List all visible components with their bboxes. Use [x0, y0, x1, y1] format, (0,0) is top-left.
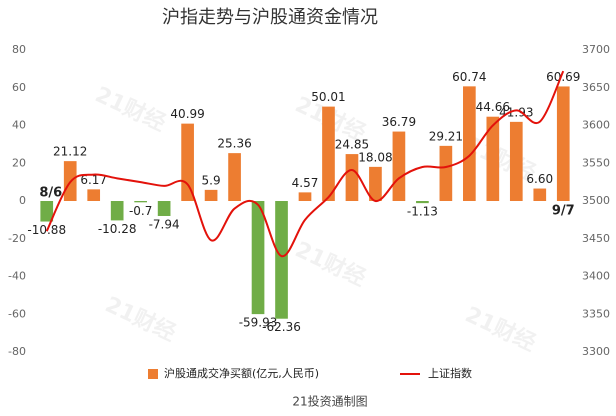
y-tick-label: 60	[12, 81, 26, 94]
y-tick-label: -20	[8, 232, 26, 245]
legend-label: 上证指数	[428, 366, 472, 380]
bar	[181, 123, 194, 201]
legend-label: 沪股通成交净买额(亿元,人民币)	[164, 366, 319, 380]
bar	[275, 201, 288, 319]
y-tick-label: 0	[19, 194, 26, 207]
data-label: 4.57	[292, 176, 319, 190]
y-tick-label: 20	[12, 156, 26, 169]
y2-tick-label: 3700	[582, 43, 610, 56]
bar	[298, 192, 312, 201]
bar	[110, 201, 124, 221]
bar	[369, 166, 382, 201]
data-label: 21.12	[53, 145, 87, 159]
bar	[509, 121, 523, 201]
y-tick-label: -80	[8, 345, 26, 358]
chart-title: 沪指走势与沪股通资金情况	[162, 7, 378, 28]
data-label: -59.93	[239, 316, 278, 330]
watermark: 21财经	[291, 237, 370, 292]
y-tick-label: -40	[8, 270, 26, 283]
bar	[87, 189, 101, 201]
x-tick-label: 8/6	[39, 186, 62, 201]
y2-tick-label: 3600	[582, 119, 610, 132]
index-line	[45, 70, 565, 258]
bar	[228, 153, 241, 201]
watermark: 21财经	[91, 82, 170, 137]
data-label: 18.08	[358, 150, 392, 164]
bar	[134, 201, 147, 203]
watermark: 21财经	[461, 302, 540, 357]
data-label: 40.99	[170, 107, 204, 121]
data-label: 36.79	[382, 115, 416, 129]
bar	[556, 86, 570, 201]
y2-tick-label: 3550	[582, 156, 610, 169]
bar	[40, 201, 54, 222]
bar	[533, 188, 547, 201]
bar	[345, 154, 359, 201]
data-label: -0.7	[129, 204, 152, 218]
y2-tick-label: 3350	[582, 307, 610, 320]
legend-swatch	[148, 369, 158, 379]
y2-tick-label: 3300	[582, 345, 610, 358]
x-tick-label: 9/7	[552, 204, 575, 219]
y2-tick-label: 3400	[582, 270, 610, 283]
data-label: 29.21	[429, 129, 463, 143]
bar	[463, 86, 476, 201]
bar	[392, 131, 406, 201]
y-tick-label: 40	[12, 119, 26, 132]
data-label: -1.13	[407, 205, 438, 219]
bar	[439, 145, 453, 201]
data-label: -7.94	[149, 217, 180, 231]
data-label: 50.01	[311, 90, 345, 104]
data-label: 44.66	[476, 100, 510, 114]
data-label: -10.28	[98, 222, 137, 236]
bar	[204, 189, 218, 201]
data-label: 25.36	[217, 137, 251, 151]
bar	[322, 106, 335, 201]
data-label: 60.74	[452, 70, 486, 84]
data-label: 6.17	[80, 173, 107, 187]
bar	[416, 201, 429, 204]
watermark: 21财经	[101, 292, 180, 347]
data-label: 60.69	[546, 70, 580, 84]
bar	[157, 201, 171, 216]
data-label: 24.85	[335, 138, 369, 152]
source-note: 21投资通制图	[292, 394, 367, 409]
bar	[251, 201, 265, 315]
bar	[486, 116, 500, 201]
y-tick-label: 80	[12, 43, 26, 56]
data-label: -62.36	[262, 320, 301, 334]
y2-tick-label: 3650	[582, 81, 610, 94]
y2-tick-label: 3450	[582, 232, 610, 245]
data-label: 5.9	[202, 173, 221, 187]
data-label: 6.60	[526, 172, 553, 186]
y-tick-label: -60	[8, 307, 26, 320]
y2-tick-label: 3500	[582, 194, 610, 207]
